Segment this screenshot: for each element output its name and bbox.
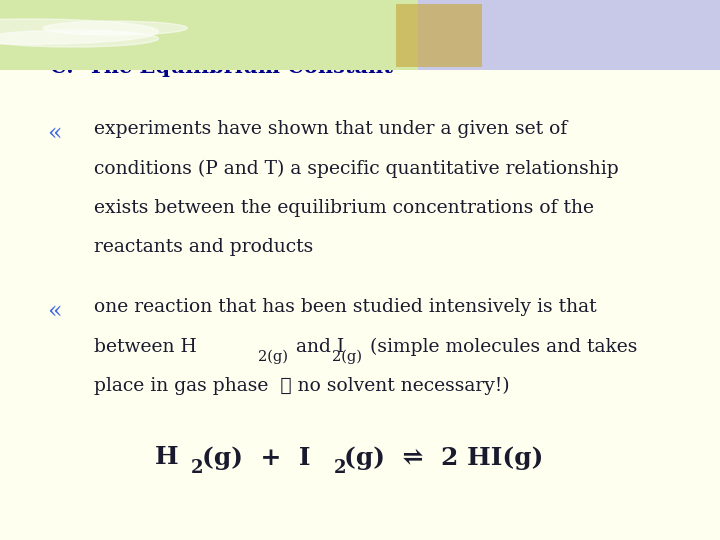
Text: (simple molecules and takes: (simple molecules and takes — [364, 338, 637, 356]
Circle shape — [43, 21, 187, 35]
Text: and I: and I — [290, 338, 344, 355]
Text: H: H — [155, 446, 179, 469]
Bar — [396, 3, 482, 66]
Bar — [418, 0, 720, 70]
Text: (g)  +  I: (g) + I — [202, 446, 310, 469]
Text: «: « — [47, 300, 61, 323]
Text: C.  The Equilibrium Constant: C. The Equilibrium Constant — [50, 57, 393, 77]
Text: 2(g): 2(g) — [258, 349, 288, 364]
Bar — [0, 0, 418, 70]
Circle shape — [0, 19, 158, 44]
Circle shape — [0, 30, 158, 47]
Text: (g)  ⇌  2 HI(g): (g) ⇌ 2 HI(g) — [344, 446, 544, 469]
Text: place in gas phase  ∴ no solvent necessary!): place in gas phase ∴ no solvent necessar… — [94, 376, 509, 395]
Text: 2: 2 — [333, 459, 346, 477]
Text: «: « — [47, 122, 61, 145]
Text: exists between the equilibrium concentrations of the: exists between the equilibrium concentra… — [94, 199, 593, 217]
Text: conditions (P and T) a specific quantitative relationship: conditions (P and T) a specific quantita… — [94, 159, 618, 178]
Text: between H: between H — [94, 338, 197, 355]
Text: one reaction that has been studied intensively is that: one reaction that has been studied inten… — [94, 298, 596, 316]
Text: experiments have shown that under a given set of: experiments have shown that under a give… — [94, 120, 567, 138]
Text: 2: 2 — [191, 459, 203, 477]
Text: 2(g): 2(g) — [332, 349, 362, 364]
Text: reactants and products: reactants and products — [94, 238, 313, 256]
